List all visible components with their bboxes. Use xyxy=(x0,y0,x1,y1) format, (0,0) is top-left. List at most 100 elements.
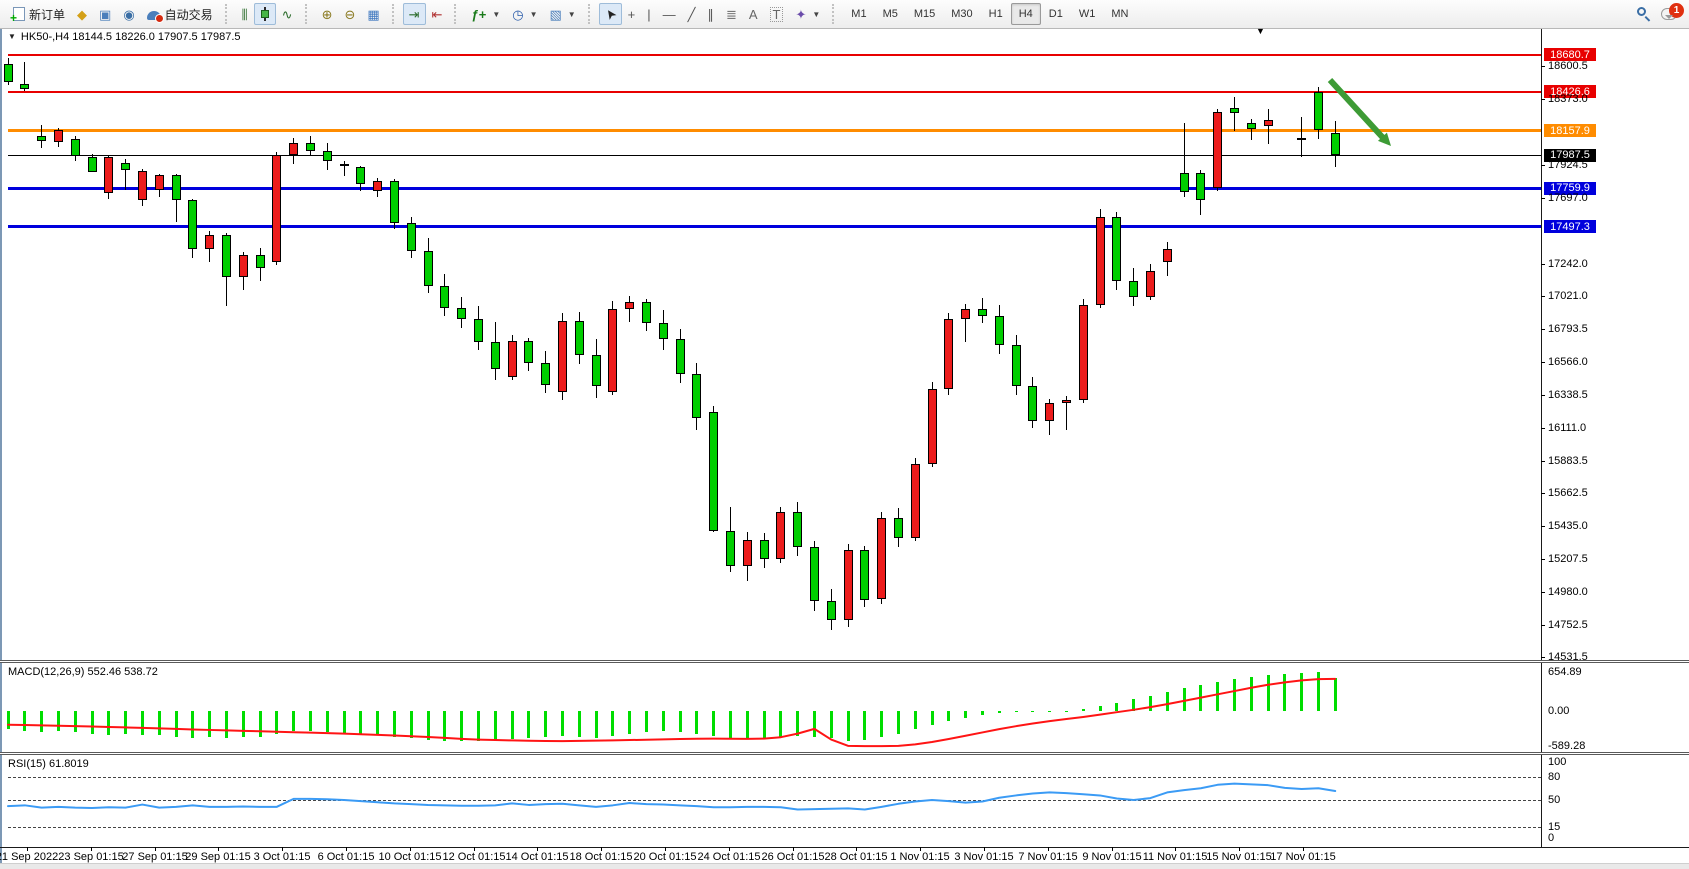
auto-trading-button[interactable]: 自动交易 xyxy=(141,3,219,25)
candle-body[interactable] xyxy=(1297,137,1307,140)
candle-body[interactable] xyxy=(1162,248,1172,263)
candle-body[interactable] xyxy=(272,154,282,263)
candle-body[interactable] xyxy=(877,518,887,600)
search-icon[interactable] xyxy=(1637,7,1651,22)
candle-body[interactable] xyxy=(961,308,971,320)
candle-body[interactable] xyxy=(725,531,735,567)
candle-body[interactable] xyxy=(507,340,517,378)
market-watch-button[interactable]: ◆ xyxy=(71,3,93,25)
candle-body[interactable] xyxy=(1229,107,1239,113)
candle-body[interactable] xyxy=(692,374,702,418)
candle-body[interactable] xyxy=(87,156,97,172)
timeframe-h1[interactable]: H1 xyxy=(988,8,1003,20)
chat-icon[interactable]: 1 xyxy=(1661,3,1684,20)
candle-body[interactable] xyxy=(1061,400,1071,404)
text-tool-button[interactable]: A xyxy=(743,3,764,25)
rsi-panel-separator[interactable] xyxy=(0,752,1689,755)
collapse-arrow-icon[interactable]: ▼ xyxy=(8,32,16,41)
candle-body[interactable] xyxy=(927,388,937,465)
down-arrow-marker[interactable]: ▼ xyxy=(1256,26,1265,36)
candle-body[interactable] xyxy=(1045,403,1055,421)
timeframe-m5[interactable]: M5 xyxy=(882,8,898,20)
candle-body[interactable] xyxy=(322,150,332,161)
candle-body[interactable] xyxy=(1011,345,1021,386)
candle-body[interactable] xyxy=(1028,385,1038,421)
candle-body[interactable] xyxy=(809,547,819,601)
templates-button[interactable]: ▧ ▼ xyxy=(544,3,582,25)
crosshair-tool-button[interactable]: + xyxy=(622,3,642,25)
periods-button[interactable]: ◷ ▼ xyxy=(506,3,543,25)
data-window-button[interactable]: ▣ xyxy=(93,3,117,25)
candle-body[interactable] xyxy=(759,539,769,559)
timeframe-m15[interactable]: M15 xyxy=(913,8,936,20)
candle-body[interactable] xyxy=(1246,122,1256,130)
candle-body[interactable] xyxy=(1313,91,1323,130)
macd-panel-separator[interactable] xyxy=(0,660,1689,663)
zoom-in-button[interactable]: ⊕ xyxy=(316,3,339,25)
candle-body[interactable] xyxy=(910,464,920,539)
candle-body[interactable] xyxy=(776,512,786,559)
new-order-button[interactable]: 新订单 xyxy=(7,3,71,25)
candle-body[interactable] xyxy=(221,235,231,277)
candle-body[interactable] xyxy=(440,285,450,308)
candle-body[interactable] xyxy=(137,170,147,200)
zoom-out-button[interactable]: ⊖ xyxy=(338,3,361,25)
candle-body[interactable] xyxy=(104,156,114,194)
candle-body[interactable] xyxy=(238,255,248,277)
candle-body[interactable] xyxy=(255,255,265,269)
fibonacci-tool-button[interactable]: ≣ xyxy=(720,3,743,25)
timeframe-d1[interactable]: D1 xyxy=(1048,8,1063,20)
candle-body[interactable] xyxy=(373,180,383,191)
candle-body[interactable] xyxy=(389,180,399,224)
candle-body[interactable] xyxy=(658,323,668,340)
tile-windows-button[interactable]: ▦ xyxy=(361,3,385,25)
candle-body[interactable] xyxy=(20,83,30,89)
candle-body[interactable] xyxy=(1330,132,1340,156)
price-level-line[interactable] xyxy=(8,90,1541,93)
candle-body[interactable] xyxy=(70,139,80,157)
price-level-line[interactable] xyxy=(8,53,1541,56)
timeframe-mn[interactable]: MN xyxy=(1111,8,1129,20)
timeframe-m1[interactable]: M1 xyxy=(851,8,867,20)
candle-body[interactable] xyxy=(541,362,551,385)
candle-body[interactable] xyxy=(3,63,13,83)
price-level-line[interactable] xyxy=(8,225,1541,229)
candle-body[interactable] xyxy=(574,320,584,356)
candle-body[interactable] xyxy=(1129,281,1139,298)
candle-body[interactable] xyxy=(1078,304,1088,401)
candle-body[interactable] xyxy=(154,175,164,191)
candle-body[interactable] xyxy=(793,512,803,548)
trendline-tool-button[interactable]: ╱ xyxy=(682,3,702,25)
candle-body[interactable] xyxy=(1145,271,1155,298)
candle-body[interactable] xyxy=(557,320,567,392)
candle-body[interactable] xyxy=(994,316,1004,346)
vertical-line-tool-button[interactable]: | xyxy=(641,3,656,25)
channel-tool-button[interactable]: ∥ xyxy=(701,3,720,25)
candle-body[interactable] xyxy=(205,235,215,250)
candle-body[interactable] xyxy=(1112,217,1122,282)
candle-body[interactable] xyxy=(1213,111,1223,189)
candle-body[interactable] xyxy=(473,319,483,343)
arrows-tool-button[interactable]: ✦ ▼ xyxy=(789,3,826,25)
price-level-line[interactable] xyxy=(8,186,1541,190)
candle-body[interactable] xyxy=(1196,172,1206,200)
timeframe-m30[interactable]: M30 xyxy=(951,8,973,20)
candle-body[interactable] xyxy=(1095,217,1105,305)
candle-body[interactable] xyxy=(423,250,433,286)
candle-body[interactable] xyxy=(893,518,903,539)
candlestick-chart-button[interactable] xyxy=(253,3,276,25)
timeframe-w1[interactable]: W1 xyxy=(1078,8,1096,20)
bar-chart-button[interactable]: ⫼ xyxy=(236,3,254,25)
candle-body[interactable] xyxy=(591,355,601,386)
candle-body[interactable] xyxy=(524,340,534,363)
candle-body[interactable] xyxy=(339,163,349,166)
candle-body[interactable] xyxy=(1263,120,1273,127)
candle-body[interactable] xyxy=(53,130,63,142)
annotation-arrow-head[interactable] xyxy=(1377,132,1391,146)
cursor-tool-button[interactable]: ➤ xyxy=(598,3,622,25)
line-chart-button[interactable]: ∿ xyxy=(276,3,299,25)
navigator-button[interactable]: ◉ xyxy=(117,3,140,25)
auto-scroll-button[interactable]: ⇥ xyxy=(402,3,426,25)
indicators-button[interactable]: ƒ+ ▼ xyxy=(465,3,506,25)
candle-body[interactable] xyxy=(1179,172,1189,192)
